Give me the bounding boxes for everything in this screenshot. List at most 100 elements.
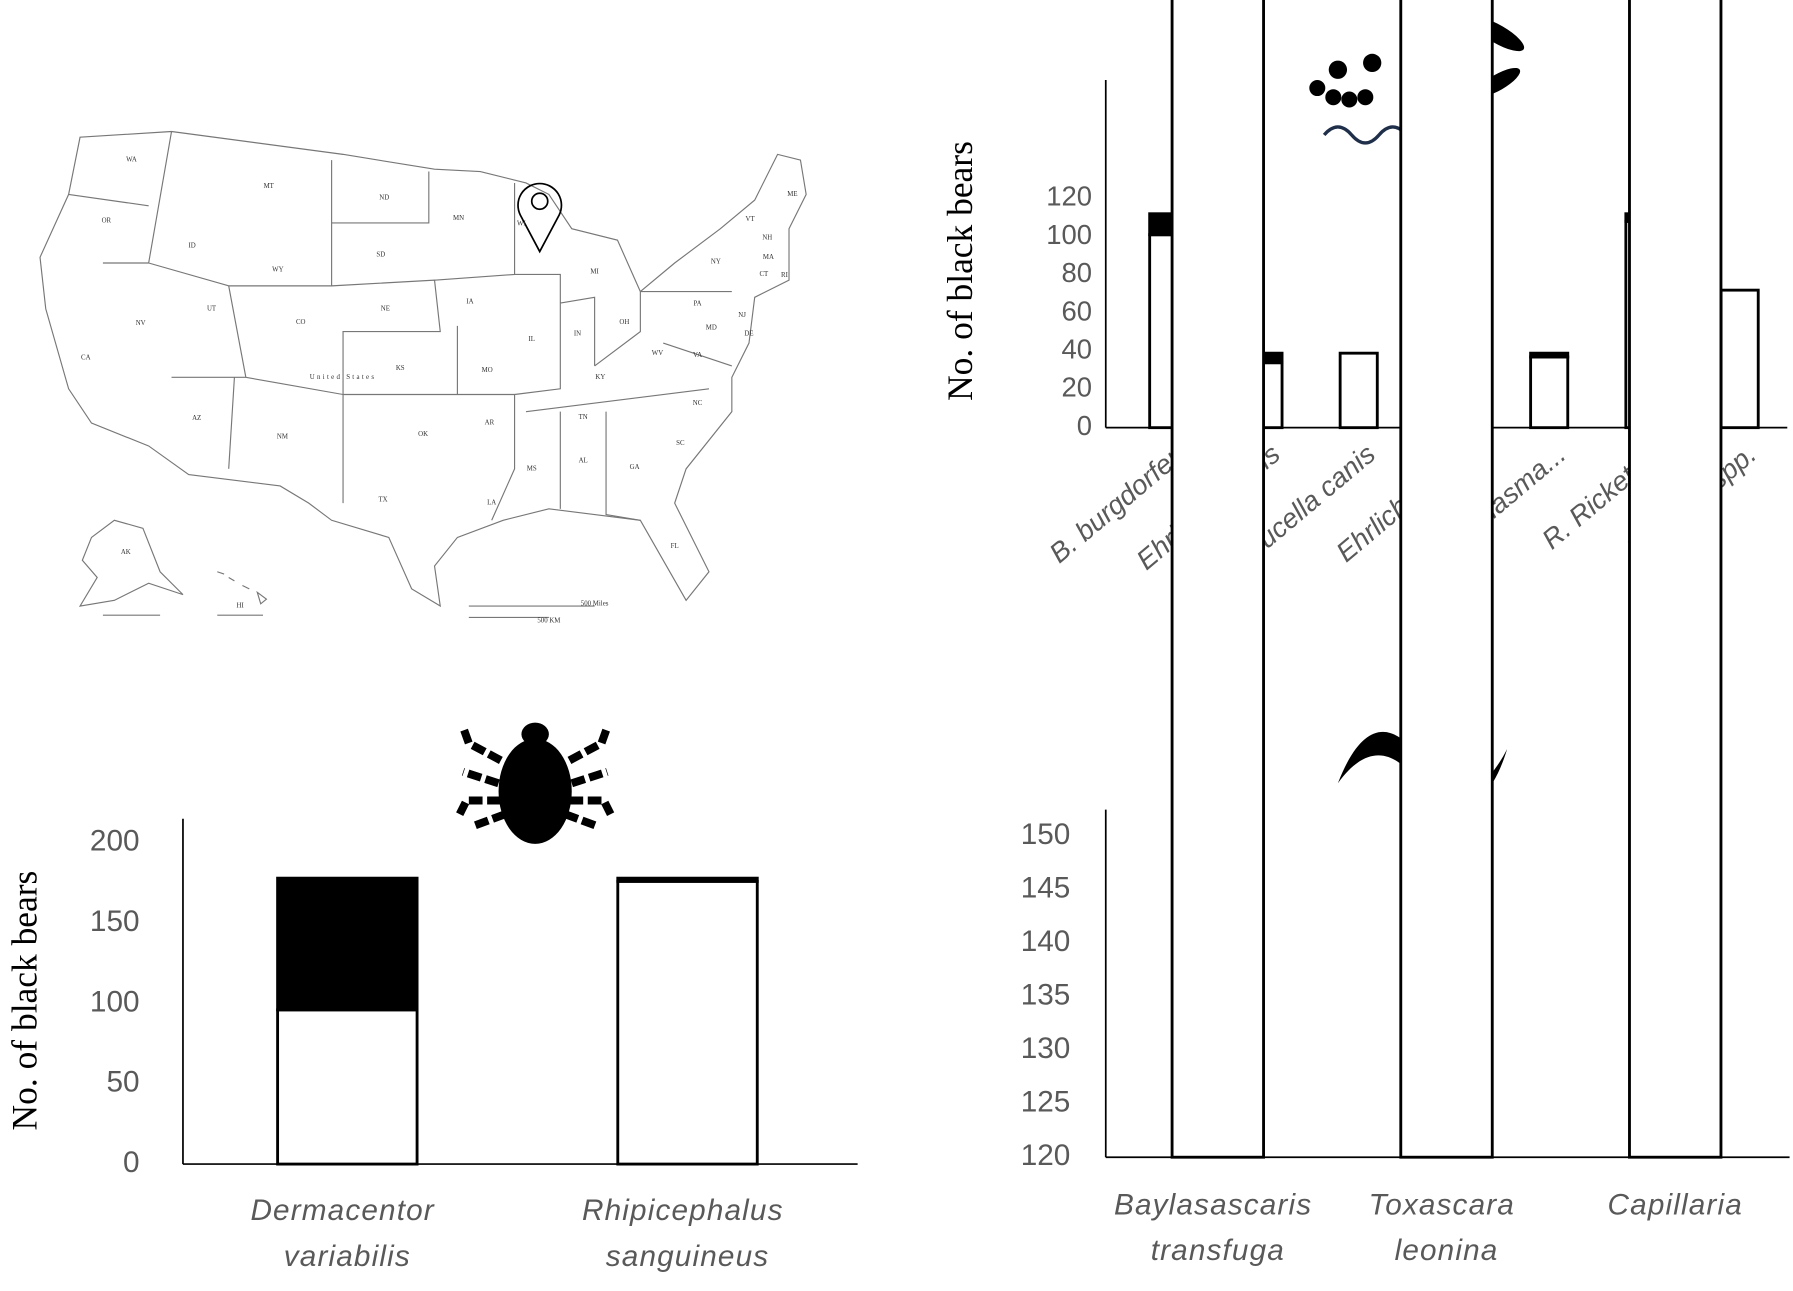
state-label: CO [296,319,306,326]
state-label: CT [759,271,769,278]
bar-segment [1628,0,1723,1159]
state-label: OH [619,319,629,326]
map-labels: WA OR CA NV ID MT WY UT CO AZ NM ND SD NE KS OK TX MN IA MO… [81,157,798,625]
y-tick-label: 120 [1046,181,1092,212]
bar-segment [276,876,419,1012]
state-label: United States [310,374,377,381]
x-tick-label: Toxascara leonina [1369,1188,1525,1267]
bar-segment [1529,355,1570,430]
y-tick-label: 0 [123,1146,140,1179]
y-tick-label: 140 [1021,925,1071,958]
state-label: PA [693,301,701,308]
state-label: NY [711,258,721,265]
bar-segment [616,876,759,883]
state-label: DE [744,330,753,337]
bar-segment [1338,351,1379,430]
state-label: AZ [192,415,201,422]
state-lines [68,131,733,521]
state-label: NJ [738,312,746,319]
bar-segment [1170,0,1265,1159]
state-label: SD [376,252,385,259]
state-label: 500 KM [537,617,560,624]
state-label: ND [379,194,389,201]
us-outline [39,130,807,608]
state-label: IA [466,298,473,305]
state-label: HI [237,603,245,610]
x-tick-label: Capillaria [1608,1188,1743,1221]
state-label: ID [188,242,195,249]
y-axis-label: No. of black bears [5,871,45,1131]
bar-segment [1399,0,1494,1159]
state-label: OR [102,217,112,224]
y-tick-label: 125 [1021,1086,1071,1119]
state-label: KY [595,374,605,381]
state-label: 500 Miles [581,600,609,607]
y-tick-label: 50 [106,1066,139,1099]
state-label: WA [126,157,137,164]
state-label: MT [264,183,275,190]
scale-bars [102,605,595,619]
state-label: NE [381,305,390,312]
x-tick-label: Dermacentor variabilis [250,1194,444,1273]
state-label: MD [706,325,717,332]
y-tick-label: 80 [1062,257,1093,288]
state-label: WV [652,350,663,357]
x-tick-label: Rhipicephalus sanguineus [582,1194,793,1273]
state-label: NH [762,234,772,241]
hawaii [217,571,268,605]
state-label: WI [517,221,526,228]
state-label: IL [528,336,534,343]
state-label: RI [781,272,789,279]
state-label: CA [81,354,91,361]
y-tick-label: 150 [90,905,140,938]
state-label: SC [676,440,685,447]
y-tick-label: 120 [1021,1139,1071,1172]
state-label: NV [136,320,146,327]
state-label: GA [630,464,640,471]
state-label: AR [485,420,495,427]
state-label: AK [121,549,131,556]
state-label: MO [482,367,493,374]
state-label: MN [453,215,464,222]
y-tick-label: 130 [1021,1032,1071,1065]
state-label: FL [671,543,679,550]
state-label: NC [693,400,703,407]
state-label: ME [787,191,797,198]
state-label: KS [396,365,405,372]
state-label: MS [527,465,537,472]
y-axis-label: No. of black bears [940,141,980,401]
y-tick-label: 145 [1021,872,1071,905]
state-label: MA [763,254,774,261]
state-label: LA [487,500,496,507]
y-tick-label: 100 [1046,219,1092,250]
state-label: WY [272,266,283,273]
bar-segment [1719,288,1760,430]
y-tick-label: 135 [1021,979,1071,1012]
y-tick-label: 200 [90,825,140,858]
state-label: UT [207,305,217,312]
alaska [78,519,184,607]
state-label: NM [277,433,288,440]
y-tick-label: 0 [1077,410,1092,441]
state-label: VT [746,216,756,223]
state-label: MI [590,269,599,276]
y-tick-label: 100 [90,985,140,1018]
bar-segment [1529,351,1570,359]
map-pin [517,182,563,254]
state-label: VA [693,352,702,359]
bar-segment [276,1008,419,1166]
bar-segment [616,879,759,1166]
y-tick-label: 60 [1062,295,1093,326]
y-tick-label: 150 [1021,818,1071,851]
state-label: TX [378,496,387,503]
state-label: IN [574,330,581,337]
y-tick-label: 40 [1062,334,1093,365]
state-label: AL [579,457,588,464]
x-tick-label: Baylasascaris transfuga [1114,1188,1322,1267]
y-tick-label: 20 [1062,372,1093,403]
state-label: TN [579,414,588,421]
state-label: OK [418,431,428,438]
tick-icon [456,722,615,844]
map [39,130,807,619]
